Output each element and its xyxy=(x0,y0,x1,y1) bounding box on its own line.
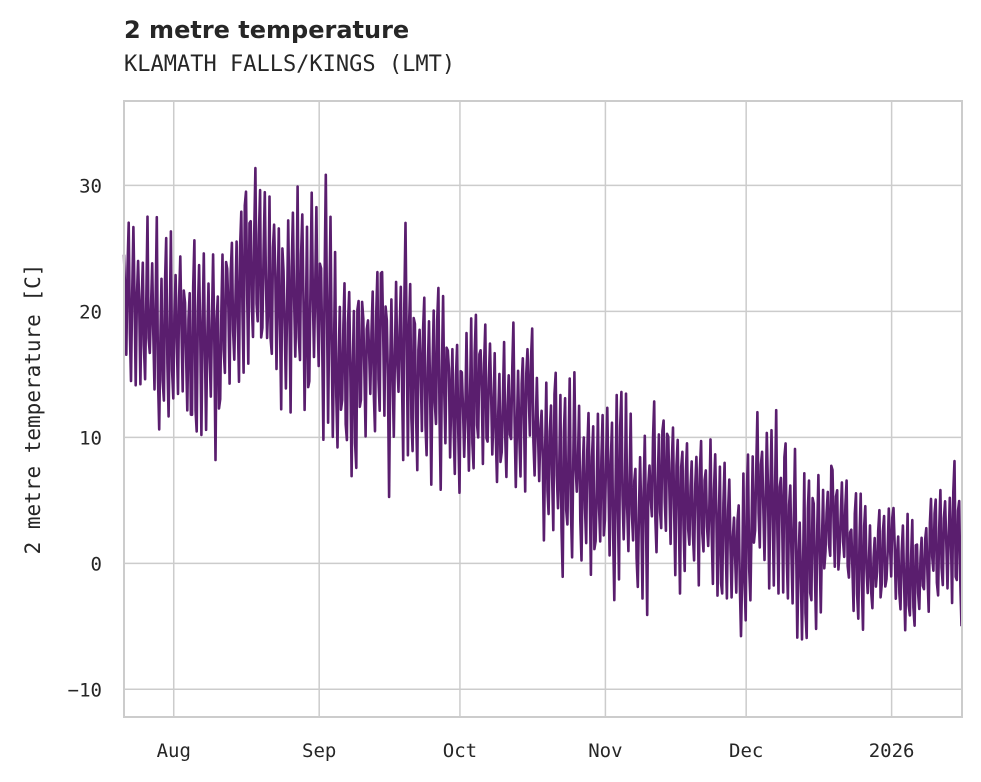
y-tick-label: 0 xyxy=(91,553,102,575)
x-tick-label: Oct xyxy=(443,740,477,762)
plot-frame xyxy=(123,100,963,718)
y-tick-label: 10 xyxy=(79,427,102,449)
x-tick-label: Sep xyxy=(302,740,336,762)
chart-subtitle: KLAMATH FALLS/KINGS (LMT) xyxy=(124,52,456,77)
grid-lines xyxy=(124,101,962,717)
x-tick-label: Aug xyxy=(157,740,191,762)
series-layer xyxy=(122,166,963,641)
y-tick-label: 30 xyxy=(79,175,102,197)
temperature-series-line xyxy=(122,166,963,641)
y-tick-label: 20 xyxy=(79,301,102,323)
x-tick-label: 2026 xyxy=(869,740,915,762)
chart-title: 2 metre temperature xyxy=(124,16,410,44)
y-tick-label: −10 xyxy=(68,679,102,701)
y-axis-label: 2 metre temperature [C] xyxy=(21,264,45,555)
x-axis-ticks: Aug Sep Oct Nov Dec 2026 xyxy=(157,740,915,762)
y-axis-ticks: −10 0 10 20 30 xyxy=(68,175,102,701)
x-tick-label: Nov xyxy=(588,740,622,762)
x-tick-label: Dec xyxy=(729,740,763,762)
